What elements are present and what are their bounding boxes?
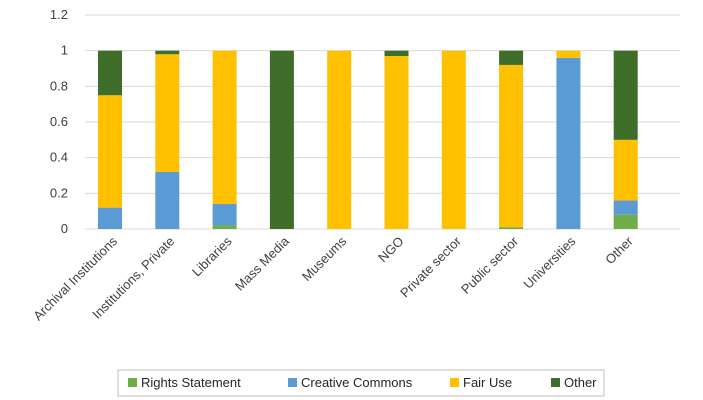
- bar-segment-rights-statement: [212, 225, 237, 229]
- x-category-label: Universities: [520, 233, 578, 291]
- legend-label: Fair Use: [463, 375, 512, 390]
- bar-segment-fair-use: [556, 50, 581, 58]
- y-tick-label: 0: [61, 221, 68, 236]
- bar-segment-other: [98, 50, 122, 96]
- legend: Rights Statement Creative Commons Fair Use…: [117, 369, 605, 397]
- x-category-label: Private sector: [397, 233, 464, 300]
- x-category-label: Public sector: [458, 233, 522, 297]
- x-category-label: Mass Media: [232, 233, 293, 294]
- bar-segment-fair-use: [155, 54, 180, 172]
- legend-swatch: [128, 378, 137, 387]
- gridlines: [85, 14, 680, 230]
- legend-swatch: [551, 378, 560, 387]
- y-tick-label: 0.2: [50, 185, 68, 200]
- legend-box: [117, 369, 605, 397]
- bar-segment-other: [613, 50, 638, 140]
- y-tick-label: 1: [61, 43, 68, 58]
- bar-segment-fair-use: [499, 64, 524, 228]
- bar-segment-creative-commons: [98, 207, 122, 229]
- legend-swatch: [450, 378, 459, 387]
- y-tick-label: 0.6: [50, 114, 68, 129]
- bar-segment-creative-commons: [613, 200, 638, 215]
- bar-segment-other: [499, 50, 524, 65]
- y-axis-tick-labels: 0 0.2 0.4 0.6 0.8 1 1.2: [50, 7, 68, 236]
- y-tick-label: 0.4: [50, 150, 68, 165]
- bar-segment-fair-use: [384, 56, 409, 230]
- bar-segment-creative-commons: [556, 57, 581, 229]
- legend-label: Rights Statement: [141, 375, 241, 390]
- bar-segment-fair-use: [441, 50, 466, 229]
- y-tick-label: 1.2: [50, 7, 68, 22]
- legend-swatch: [288, 378, 297, 387]
- bar-segment-fair-use: [327, 50, 352, 229]
- x-category-label: Museums: [299, 233, 350, 284]
- bar-segment-other: [384, 50, 409, 57]
- bar-segment-rights-statement: [613, 214, 638, 229]
- bar-segment-fair-use: [98, 95, 122, 208]
- bar-segment-fair-use: [212, 50, 237, 205]
- legend-label: Other: [564, 375, 597, 390]
- y-tick-label: 0.8: [50, 78, 68, 93]
- bar-segment-creative-commons: [155, 171, 180, 229]
- bar-segment-other: [269, 50, 294, 229]
- bars: [98, 50, 638, 230]
- bar-segment-other: [155, 50, 180, 55]
- x-category-label: NGO: [375, 234, 407, 266]
- bar-segment-rights-statement: [499, 227, 524, 229]
- bar-segment-fair-use: [613, 139, 638, 201]
- bar-segment-creative-commons: [212, 204, 237, 226]
- x-category-label: Libraries: [189, 233, 235, 279]
- x-category-label: Other: [602, 233, 636, 267]
- legend-label: Creative Commons: [301, 375, 413, 390]
